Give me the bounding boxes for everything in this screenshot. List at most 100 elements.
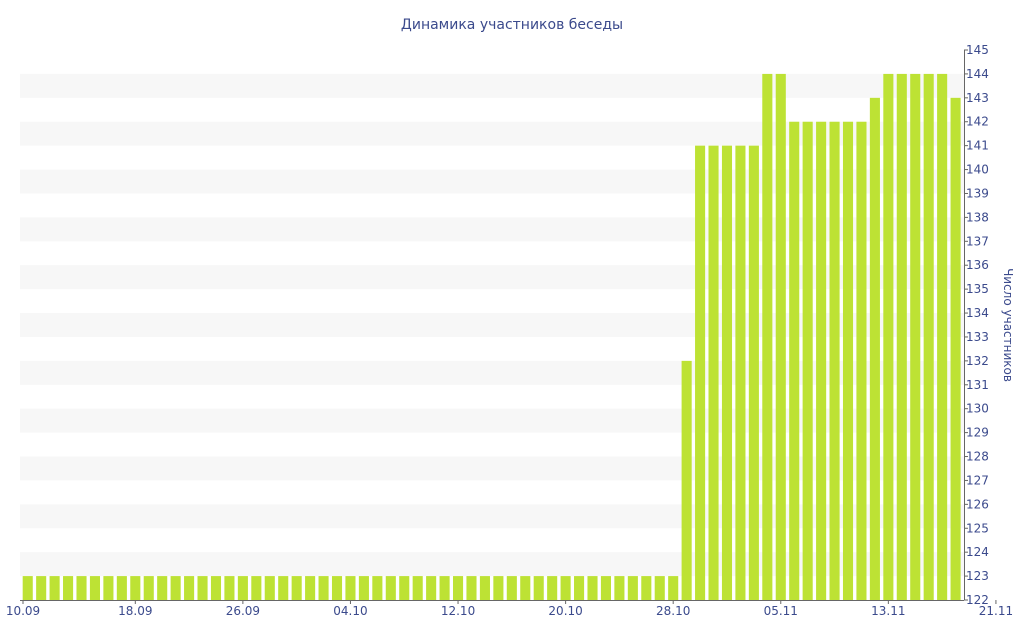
bar [641, 576, 652, 600]
bar [157, 576, 168, 600]
bar [802, 121, 813, 600]
bar [143, 576, 154, 600]
y-tick-label: 144 [966, 67, 989, 81]
y-tick-label: 127 [966, 473, 989, 487]
bar [305, 576, 316, 600]
y-tick-label: 138 [966, 210, 989, 224]
y-axis-label: Число участников [1001, 268, 1015, 382]
background-band [20, 73, 964, 98]
y-tick-label: 124 [966, 545, 989, 559]
bar [184, 576, 195, 600]
y-tick-label: 129 [966, 426, 989, 440]
bar [816, 121, 827, 600]
bar [210, 576, 222, 600]
bar [600, 576, 611, 600]
bar [170, 576, 181, 600]
y-tick-label: 137 [966, 234, 989, 248]
bar [695, 145, 706, 601]
bar [452, 576, 464, 600]
bar [103, 576, 114, 600]
x-tick-label: 21.11 [979, 604, 1013, 618]
bar [735, 145, 746, 601]
bar [775, 73, 786, 601]
background-band [20, 121, 964, 146]
bar [614, 576, 625, 600]
bar [560, 576, 571, 600]
y-tick-label: 145 [966, 43, 989, 57]
bar [654, 576, 665, 600]
bar [708, 145, 719, 601]
x-tick-label: 05.11 [764, 604, 798, 618]
y-tick-label: 132 [966, 354, 989, 368]
bar [923, 73, 934, 601]
bar [506, 576, 517, 600]
bar [950, 97, 961, 601]
bar [224, 576, 235, 600]
bar [291, 576, 302, 600]
x-tick-label: 12.10 [441, 604, 475, 618]
bar [869, 97, 880, 601]
bar [439, 576, 450, 600]
bar [748, 145, 759, 601]
bar [910, 73, 921, 601]
bar [399, 576, 410, 600]
bar [130, 576, 141, 600]
bar [937, 73, 948, 601]
bar [789, 121, 800, 600]
x-tick-label: 18.09 [118, 604, 152, 618]
bar [385, 576, 396, 600]
bar [49, 576, 60, 600]
bar [681, 360, 692, 600]
chart-title: Динамика участников беседы [401, 17, 623, 33]
bar [278, 576, 289, 600]
bar [883, 73, 894, 601]
bar [345, 576, 356, 600]
bar [466, 576, 477, 600]
x-tick-label: 20.10 [548, 604, 582, 618]
y-tick-label: 123 [966, 569, 989, 583]
bar [264, 576, 275, 600]
bar [426, 576, 437, 600]
bar [842, 121, 854, 600]
bar [493, 576, 504, 600]
y-tick-label: 125 [966, 521, 989, 535]
bar [63, 576, 74, 600]
y-tick-label: 135 [966, 282, 989, 296]
y-tick-label: 130 [966, 402, 989, 416]
y-tick-label: 128 [966, 450, 989, 464]
bar [251, 576, 262, 600]
bar [627, 576, 638, 600]
y-tick-label: 142 [966, 115, 989, 129]
x-tick-label: 04.10 [333, 604, 367, 618]
bar [856, 121, 867, 600]
bar [547, 576, 558, 600]
y-tick-label: 133 [966, 330, 989, 344]
bar [89, 576, 101, 600]
bar [22, 576, 33, 600]
bar [331, 576, 343, 600]
bar [197, 576, 208, 600]
bar [237, 576, 248, 600]
bar [896, 73, 907, 601]
bars [22, 73, 961, 601]
y-tick-label: 141 [966, 139, 989, 153]
bar [762, 73, 773, 601]
x-tick-label: 10.09 [6, 604, 40, 618]
bar [412, 576, 423, 600]
y-tick-label: 122 [966, 593, 989, 607]
bar [36, 576, 47, 600]
bar [372, 576, 383, 600]
bar [318, 576, 329, 600]
bar [520, 576, 531, 600]
bar [721, 145, 733, 601]
bar [829, 121, 840, 600]
bar [479, 576, 490, 600]
bar [574, 576, 585, 600]
bar [668, 576, 679, 600]
bar [76, 576, 87, 600]
y-tick-label: 126 [966, 497, 989, 511]
y-tick-label: 136 [966, 258, 989, 272]
x-tick-label: 26.09 [226, 604, 260, 618]
